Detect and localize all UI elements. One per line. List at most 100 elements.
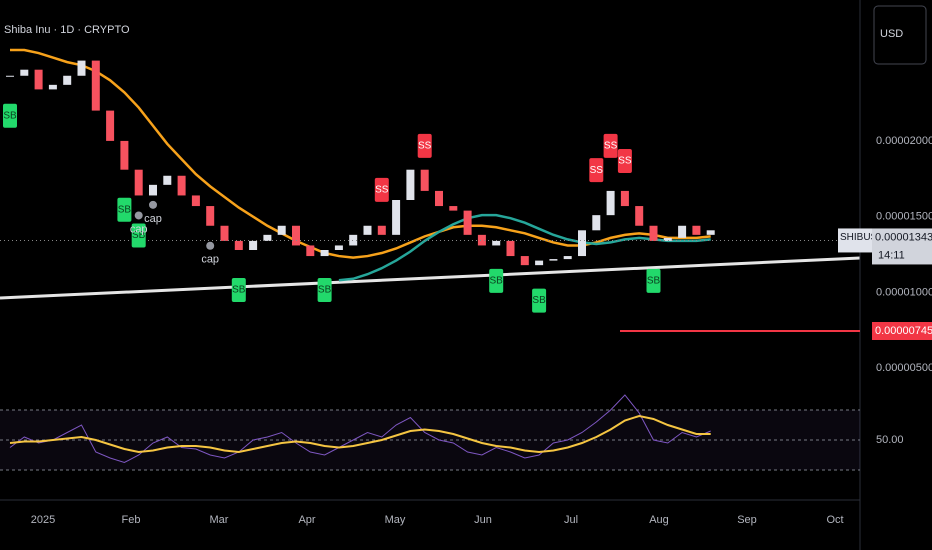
candle [363, 225, 372, 235]
candle [77, 60, 86, 76]
candle [48, 84, 57, 90]
signal-label: SB [3, 110, 17, 121]
currency-button[interactable] [873, 5, 927, 65]
candle [20, 69, 29, 76]
signal-label: SS [590, 165, 604, 176]
signal-box [317, 278, 332, 302]
x-tick-label: Feb [122, 514, 141, 526]
candle [506, 240, 515, 257]
candle [377, 225, 386, 235]
candle [277, 225, 286, 235]
candle [134, 169, 143, 196]
note-dot [134, 211, 143, 220]
candle [635, 206, 644, 226]
candle [578, 230, 586, 257]
candle [191, 195, 200, 207]
candle [249, 240, 258, 250]
candle [420, 169, 429, 191]
candle [320, 250, 329, 257]
rsi-line [9, 394, 711, 464]
symbol-label: SHIBUSD [840, 232, 884, 243]
level-box [872, 322, 932, 340]
signal-label: SB [232, 285, 246, 296]
signal-box [603, 133, 618, 158]
x-tick-label: 2025 [31, 514, 55, 526]
signal-label: SB [132, 230, 146, 241]
note-label: cap [144, 213, 162, 225]
signal-label: SB [647, 276, 661, 287]
candle [592, 215, 601, 231]
signal-label: SS [418, 141, 432, 152]
level-label: 0.000007454 [875, 325, 932, 337]
candle [435, 190, 443, 207]
candle [163, 175, 172, 185]
candle [306, 245, 315, 257]
signal-box [617, 149, 632, 174]
symbol-box [838, 228, 872, 253]
x-tick-label: Jul [564, 514, 578, 526]
candle [349, 234, 358, 246]
trend-line [0, 256, 861, 300]
candle [692, 225, 701, 235]
countdown: 14:11 [878, 249, 905, 261]
signal-label: SB [490, 276, 504, 287]
x-tick-label: Sep [737, 514, 757, 526]
candle [334, 245, 343, 250]
x-tick-label: May [385, 514, 406, 526]
x-tick-label: Apr [298, 514, 315, 526]
signal-label: SB [532, 295, 546, 306]
signal-box [117, 197, 132, 222]
signal-box [532, 288, 547, 313]
candle [549, 259, 558, 261]
signal-box [646, 268, 661, 293]
note-label: cap [201, 254, 219, 266]
signal-box [589, 158, 604, 183]
candle [91, 60, 100, 111]
candle [706, 230, 715, 235]
signal-label: SS [618, 156, 632, 167]
candle [177, 175, 186, 196]
candle [492, 240, 501, 246]
x-tick-label: Oct [826, 514, 843, 526]
candle [449, 206, 458, 211]
signal-box [374, 177, 389, 202]
signal-box [417, 133, 432, 158]
candle [263, 234, 272, 241]
candle [106, 110, 115, 141]
candle [678, 225, 687, 238]
y-tick-label: 0.000005000 [876, 362, 932, 374]
candle [563, 256, 572, 260]
candle [649, 225, 658, 241]
candle [520, 256, 529, 266]
signal-box [131, 223, 146, 248]
signal-label: SS [375, 184, 389, 195]
x-tick-label: Jun [474, 514, 492, 526]
price-box [872, 228, 932, 265]
candle [620, 190, 629, 207]
candle [663, 237, 672, 241]
candle [120, 140, 129, 170]
candle [220, 225, 229, 241]
candle [606, 190, 615, 216]
candle [392, 200, 401, 235]
y-tick-label: 50.00 [876, 434, 904, 446]
x-tick-label: Mar [210, 514, 229, 526]
moving-average [338, 213, 711, 282]
rsi-line [9, 414, 711, 454]
signal-label: SB [318, 285, 332, 296]
candle [477, 234, 486, 246]
price-label: 0.000013430 [875, 231, 932, 243]
candle [292, 225, 300, 246]
candle [63, 75, 72, 85]
candle [406, 169, 415, 200]
candle [206, 206, 215, 226]
x-tick-label: Aug [649, 514, 669, 526]
candle [463, 210, 472, 235]
chart-title: Shiba Inu · 1D · CRYPTO [4, 24, 130, 36]
currency-label[interactable]: USD [880, 28, 903, 40]
